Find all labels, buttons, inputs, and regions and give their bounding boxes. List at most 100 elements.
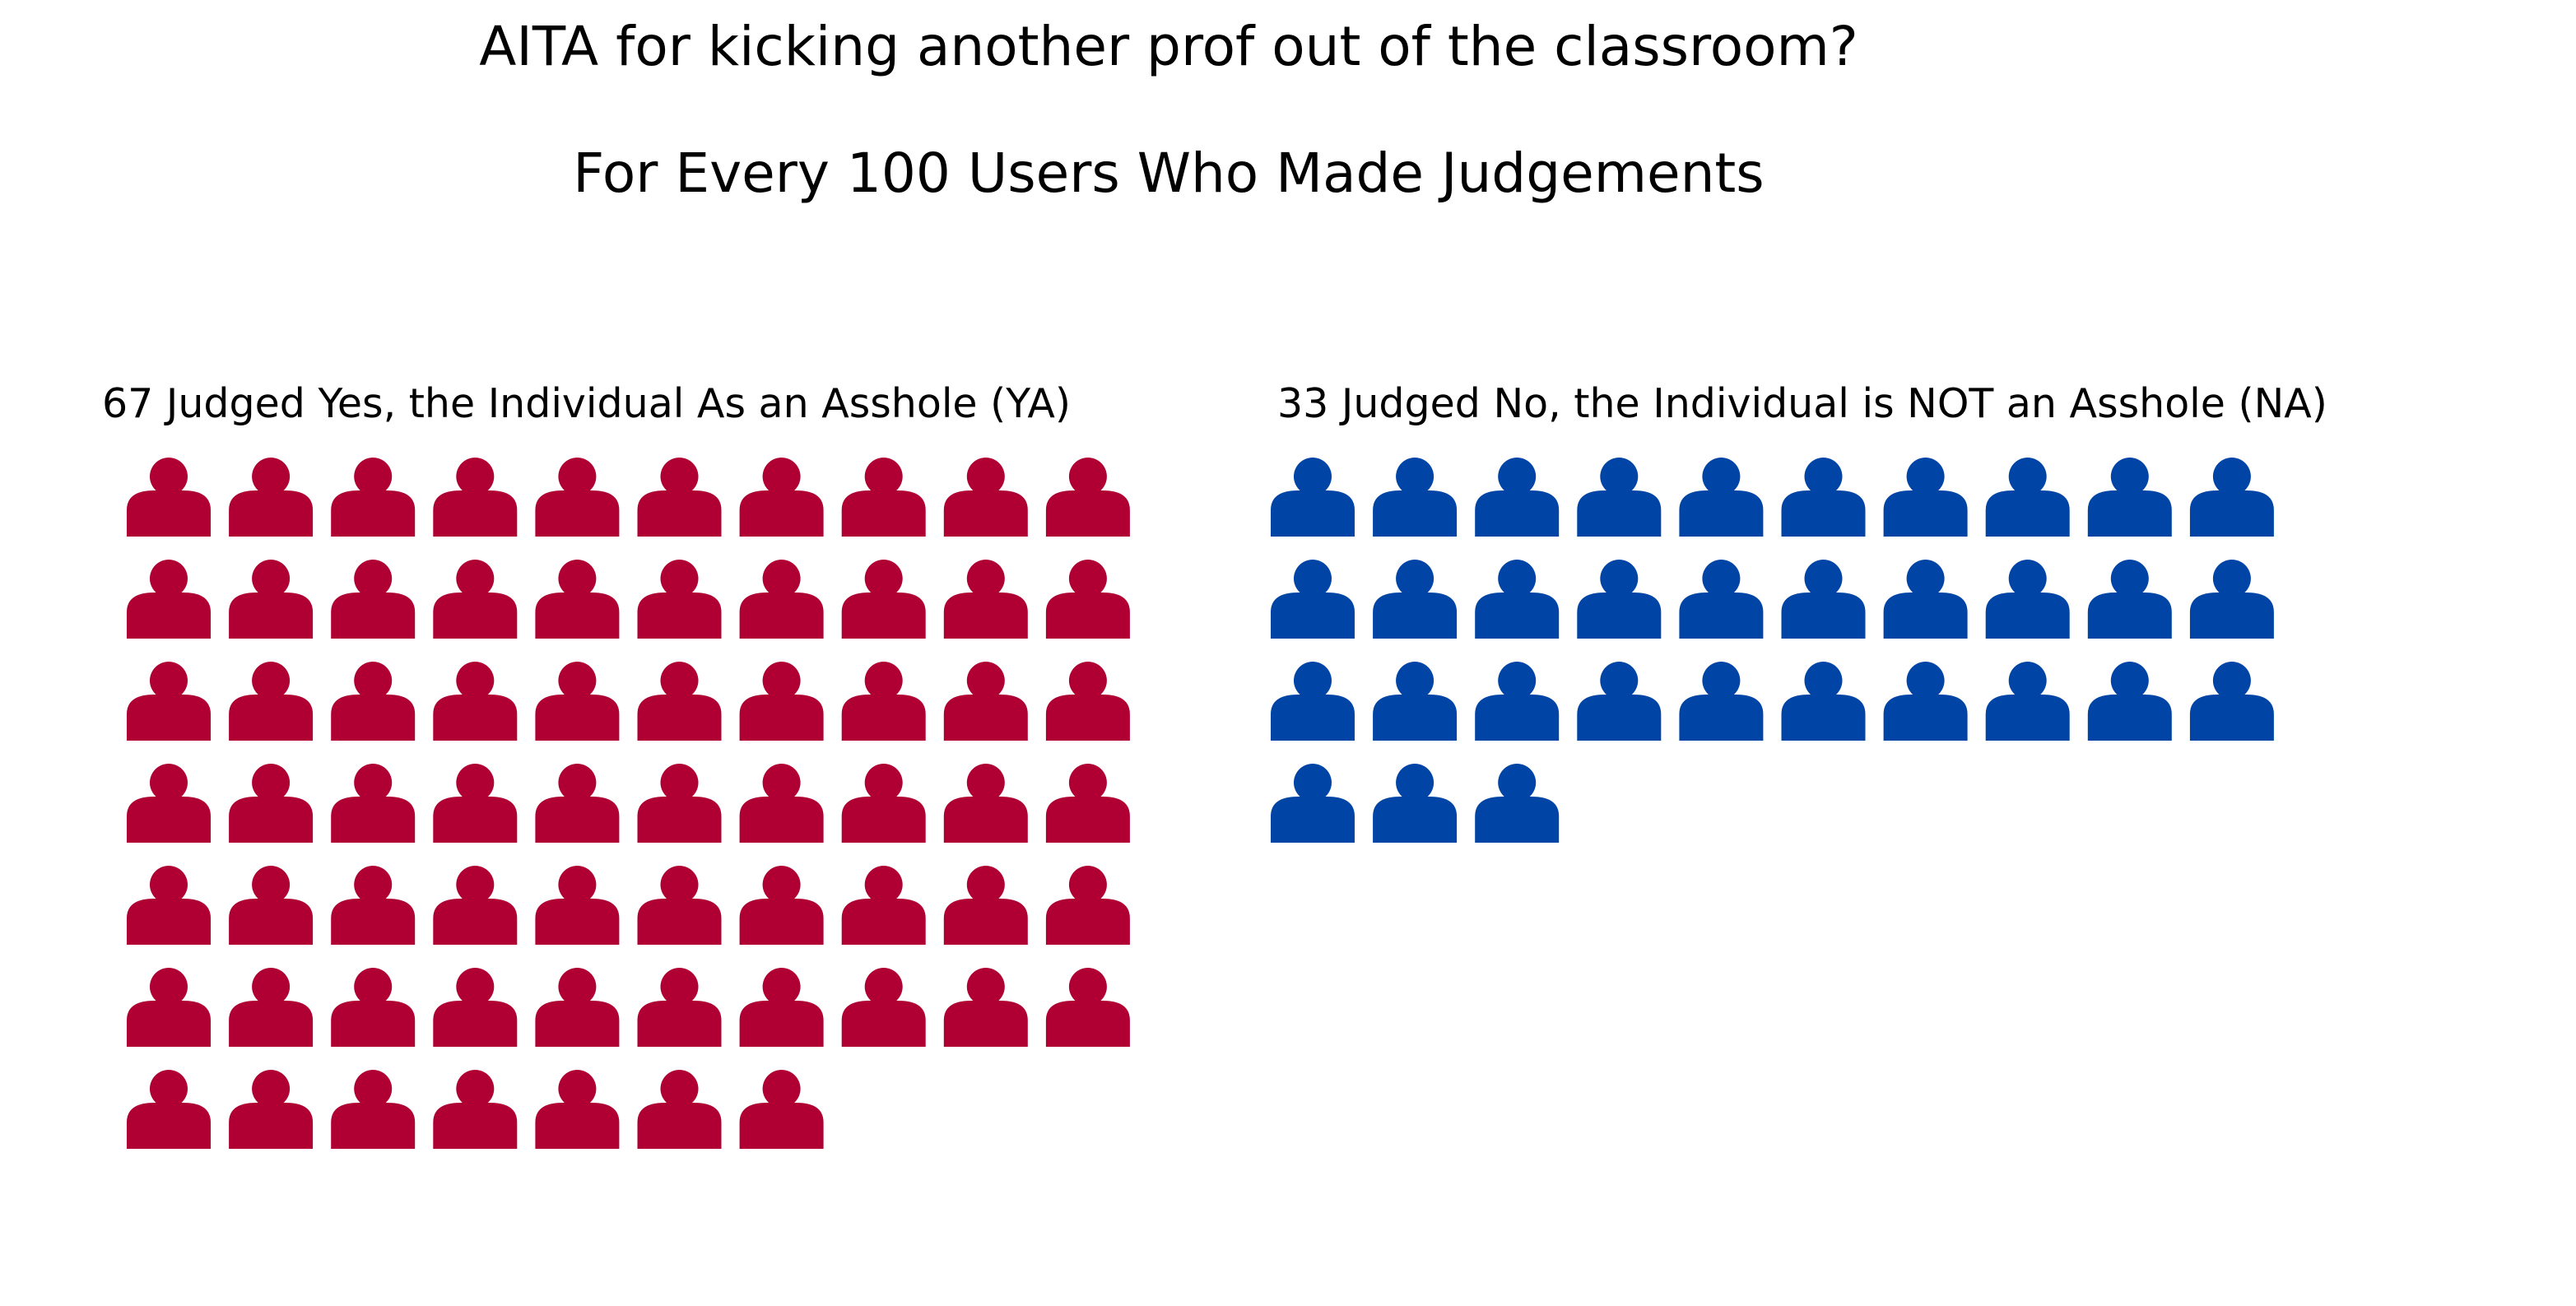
person-icon-na — [1577, 458, 1662, 537]
person-icon-ya — [739, 866, 824, 945]
person-icon-ya — [127, 764, 211, 843]
person-icon-ya — [535, 1070, 620, 1149]
person-icon-na — [1373, 458, 1458, 537]
person-icon-ya — [331, 968, 416, 1047]
person-icon-na — [2087, 662, 2172, 741]
person-icon-ya — [943, 560, 1028, 639]
person-icon-na — [1883, 560, 1968, 639]
person-icon-ya — [841, 968, 926, 1047]
person-icon-na — [1781, 560, 1866, 639]
person-icon-ya — [229, 458, 314, 537]
person-icon-na — [1373, 560, 1458, 639]
person-icon-ya — [739, 764, 824, 843]
person-icon-ya — [433, 866, 518, 945]
person-icon-na — [2189, 662, 2274, 741]
person-icon-na — [1679, 560, 1764, 639]
person-icon-ya — [433, 764, 518, 843]
person-icon-na — [1577, 560, 1662, 639]
person-icon-na — [1781, 458, 1866, 537]
person-icon-na — [1679, 662, 1764, 741]
person-icon-ya — [433, 560, 518, 639]
person-icon-ya — [841, 458, 926, 537]
na-group-label: 33 Judged No, the Individual is NOT an A… — [1277, 380, 2327, 427]
person-icon-ya — [841, 866, 926, 945]
person-icon-ya — [127, 662, 211, 741]
person-icon-na — [1985, 662, 2070, 741]
person-icon-ya — [127, 968, 211, 1047]
person-icon-ya — [943, 662, 1028, 741]
person-icon-ya — [1045, 866, 1130, 945]
person-icon-na — [1883, 662, 1968, 741]
person-icon-ya — [535, 560, 620, 639]
person-icon-ya — [1045, 458, 1130, 537]
person-icon-na — [1475, 662, 1560, 741]
person-icon-ya — [841, 662, 926, 741]
person-icon-ya — [535, 968, 620, 1047]
person-icon-ya — [739, 1070, 824, 1149]
person-icon-na — [1475, 458, 1560, 537]
person-icon-ya — [127, 1070, 211, 1149]
person-icon-ya — [739, 968, 824, 1047]
person-icon-ya — [943, 764, 1028, 843]
person-icon-na — [1271, 560, 1355, 639]
person-icon-ya — [535, 662, 620, 741]
person-icon-ya — [943, 866, 1028, 945]
person-icon-ya — [331, 560, 416, 639]
person-icon-ya — [331, 866, 416, 945]
chart-title: AITA for kicking another prof out of the… — [479, 15, 1858, 78]
person-icon-ya — [637, 458, 722, 537]
person-icon-ya — [331, 458, 416, 537]
person-icon-na — [1475, 560, 1560, 639]
person-icon-ya — [535, 458, 620, 537]
chart-subtitle: For Every 100 Users Who Made Judgements — [573, 142, 1765, 205]
person-icon-ya — [229, 764, 314, 843]
person-icon-na — [1271, 458, 1355, 537]
person-icon-ya — [1045, 968, 1130, 1047]
person-icon-ya — [943, 968, 1028, 1047]
person-icon-ya — [535, 764, 620, 843]
person-icon-ya — [331, 764, 416, 843]
person-icon-ya — [841, 560, 926, 639]
person-icon-na — [2087, 458, 2172, 537]
person-icon-ya — [433, 1070, 518, 1149]
person-icon-na — [1679, 458, 1764, 537]
person-icon-na — [2087, 560, 2172, 639]
person-icon-ya — [637, 1070, 722, 1149]
person-icon-ya — [433, 968, 518, 1047]
person-icon-ya — [433, 662, 518, 741]
person-icon-ya — [229, 1070, 314, 1149]
person-icon-ya — [637, 866, 722, 945]
person-icon-na — [1577, 662, 1662, 741]
person-icon-ya — [127, 560, 211, 639]
person-icon-ya — [535, 866, 620, 945]
person-icon-ya — [637, 968, 722, 1047]
person-icon-ya — [331, 662, 416, 741]
person-icon-ya — [1045, 662, 1130, 741]
person-icon-na — [1373, 764, 1458, 843]
person-icon-ya — [841, 764, 926, 843]
person-icon-na — [1475, 764, 1560, 843]
person-icon-ya — [739, 662, 824, 741]
person-icon-ya — [739, 458, 824, 537]
person-icon-na — [1373, 662, 1458, 741]
person-icon-na — [1271, 764, 1355, 843]
person-icon-ya — [229, 560, 314, 639]
person-icon-na — [2189, 458, 2274, 537]
person-icon-ya — [943, 458, 1028, 537]
person-icon-ya — [433, 458, 518, 537]
person-icon-na — [1883, 458, 1968, 537]
person-icon-ya — [229, 968, 314, 1047]
person-icon-na — [1985, 560, 2070, 639]
person-icon-ya — [127, 866, 211, 945]
person-icon-na — [1985, 458, 2070, 537]
person-icon-ya — [127, 458, 211, 537]
person-icon-ya — [739, 560, 824, 639]
person-icon-na — [1781, 662, 1866, 741]
person-icon-ya — [637, 662, 722, 741]
person-icon-ya — [637, 764, 722, 843]
person-icon-ya — [229, 662, 314, 741]
person-icon-na — [2189, 560, 2274, 639]
person-icon-ya — [229, 866, 314, 945]
